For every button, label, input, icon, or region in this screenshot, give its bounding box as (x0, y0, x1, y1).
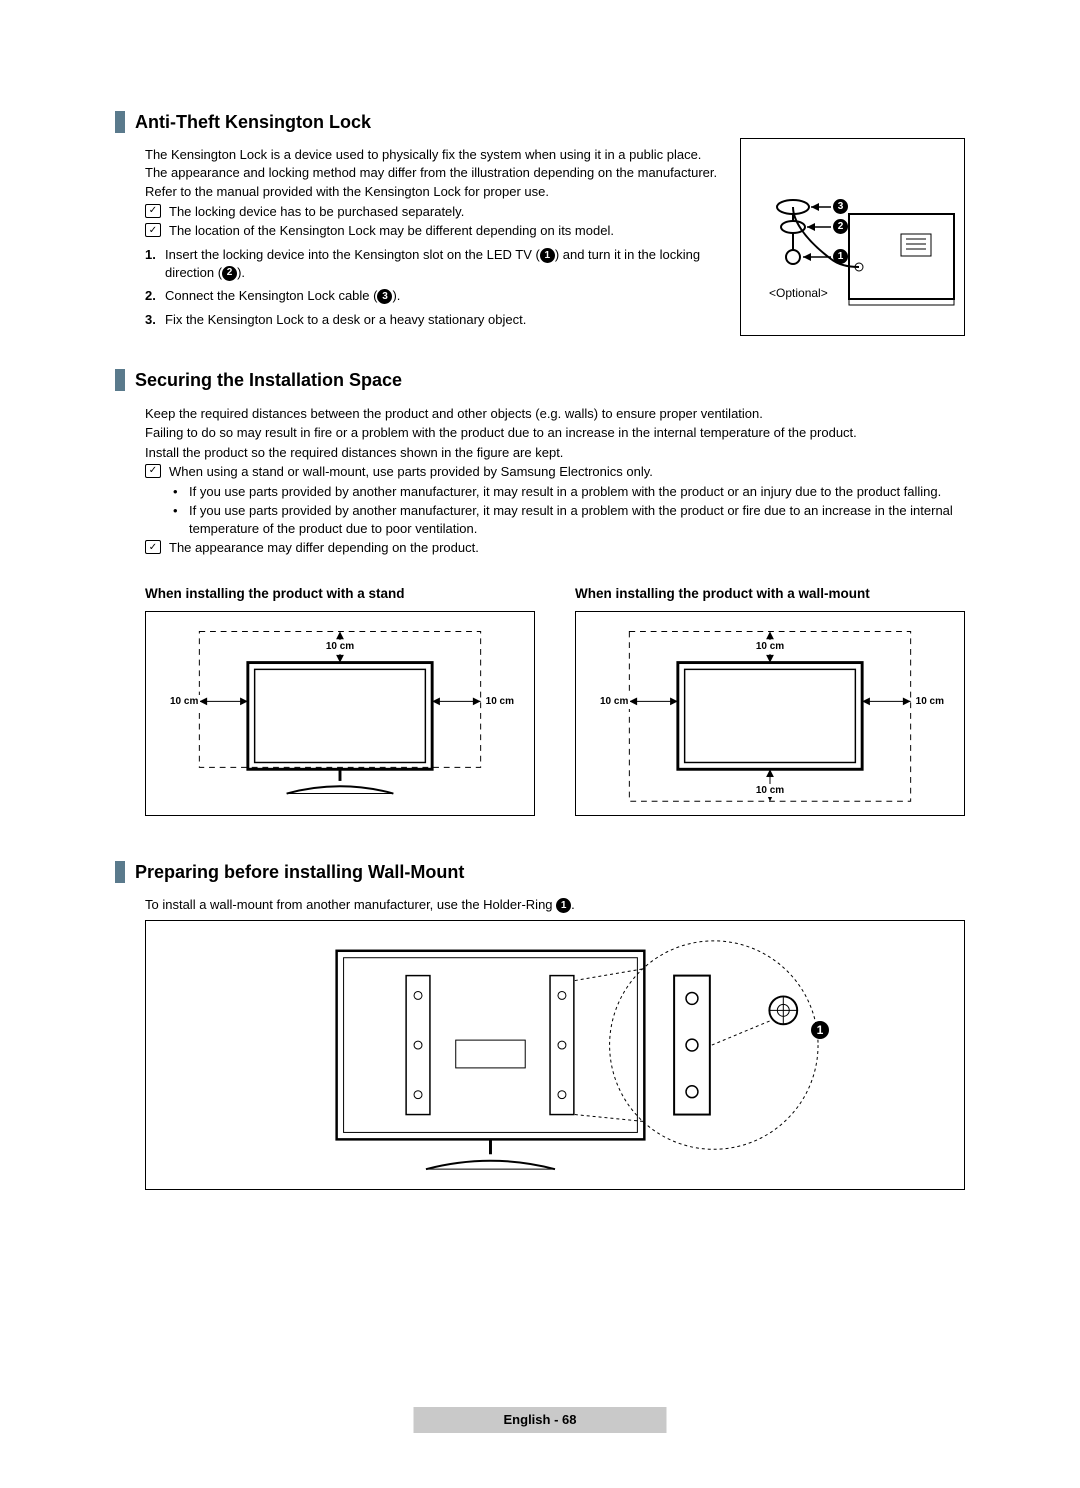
note-text: The locking device has to be purchased s… (169, 203, 464, 221)
kensington-refer: Refer to the manual provided with the Ke… (145, 183, 725, 201)
bullet-text: If you use parts provided by another man… (189, 483, 941, 501)
note-line: ✓ The appearance may differ depending on… (145, 539, 965, 557)
diagram-stand-title: When installing the product with a stand (145, 585, 535, 603)
circled-1-icon: 1 (540, 248, 555, 263)
step-line: 3. Fix the Kensington Lock to a desk or … (145, 311, 725, 329)
note-line: ✓ The locking device has to be purchased… (145, 203, 725, 221)
bullet-text: If you use parts provided by another man… (189, 502, 965, 537)
securing-p3: Install the product so the required dist… (145, 444, 965, 462)
note-icon: ✓ (145, 540, 161, 554)
step-text: Connect the Kensington Lock cable (3). (165, 287, 400, 305)
note-line: ✓ The location of the Kensington Lock ma… (145, 222, 725, 240)
note-text: When using a stand or wall-mount, use pa… (169, 463, 653, 481)
section-bar (115, 369, 125, 391)
step-number: 1. (145, 246, 165, 264)
circled-3-icon: 3 (377, 289, 392, 304)
diagram-stand: When installing the product with a stand (145, 585, 535, 816)
diagram-wall-box: 10 cm 10 cm 10 cm 10 cm (575, 611, 965, 816)
circled-2-icon: 2 (222, 266, 237, 281)
optional-label: <Optional> (769, 285, 828, 301)
bullet-icon: • (173, 483, 189, 501)
dim-left: 10 cm (598, 695, 630, 709)
dim-bottom: 10 cm (754, 784, 786, 798)
diagram-wall-title: When installing the product with a wall-… (575, 585, 965, 603)
securing-content: Keep the required distances between the … (115, 405, 965, 817)
section-header-kensington: Anti-Theft Kensington Lock (115, 110, 965, 134)
note-line: ✓ When using a stand or wall-mount, use … (145, 463, 965, 481)
kensington-intro: The Kensington Lock is a device used to … (145, 146, 725, 181)
figure-callout-3-icon: 3 (833, 199, 848, 214)
section-bar (115, 111, 125, 133)
kensington-figure: 3 2 1 <Optional> (740, 138, 965, 336)
bullet-icon: • (173, 502, 189, 520)
note-text: The location of the Kensington Lock may … (169, 222, 614, 240)
wallmount-content: To install a wall-mount from another man… (115, 896, 965, 1190)
dim-right: 10 cm (484, 695, 516, 709)
note-text: The appearance may differ depending on t… (169, 539, 479, 557)
securing-p2: Failing to do so may result in fire or a… (145, 424, 965, 442)
dim-top: 10 cm (324, 640, 356, 654)
section-title: Securing the Installation Space (135, 368, 402, 392)
section-header-wallmount: Preparing before installing Wall-Mount (115, 860, 965, 884)
securing-p1: Keep the required distances between the … (145, 405, 965, 423)
note-icon: ✓ (145, 223, 161, 237)
step-line: 2. Connect the Kensington Lock cable (3)… (145, 287, 725, 305)
step-number: 3. (145, 311, 165, 329)
note-icon: ✓ (145, 204, 161, 218)
diagram-stand-box: 10 cm 10 cm 10 cm (145, 611, 535, 816)
section-title: Preparing before installing Wall-Mount (135, 860, 464, 884)
step-text: Fix the Kensington Lock to a desk or a h… (165, 311, 526, 329)
circled-1-icon: 1 (556, 898, 571, 913)
section-bar (115, 861, 125, 883)
wallmount-figure: 1 (145, 920, 965, 1190)
note-icon: ✓ (145, 464, 161, 478)
diagram-row: When installing the product with a stand (145, 585, 965, 816)
wallmount-p1: To install a wall-mount from another man… (145, 896, 965, 914)
step-number: 2. (145, 287, 165, 305)
dim-right: 10 cm (914, 695, 946, 709)
bullet-line: • If you use parts provided by another m… (145, 483, 965, 501)
kensington-svg (741, 139, 966, 337)
figure-callout-1-icon: 1 (833, 249, 848, 264)
figure-callout-1-icon: 1 (811, 1021, 829, 1039)
step-line: 1. Insert the locking device into the Ke… (145, 246, 725, 281)
diagram-wall: When installing the product with a wall-… (575, 585, 965, 816)
page-footer: English - 68 (414, 1407, 667, 1433)
step-text: Insert the locking device into the Kensi… (165, 246, 725, 281)
bullet-line: • If you use parts provided by another m… (145, 502, 965, 537)
dim-top: 10 cm (754, 640, 786, 654)
section-header-securing: Securing the Installation Space (115, 368, 965, 392)
figure-callout-2-icon: 2 (833, 219, 848, 234)
section-title: Anti-Theft Kensington Lock (135, 110, 371, 134)
dim-left: 10 cm (168, 695, 200, 709)
